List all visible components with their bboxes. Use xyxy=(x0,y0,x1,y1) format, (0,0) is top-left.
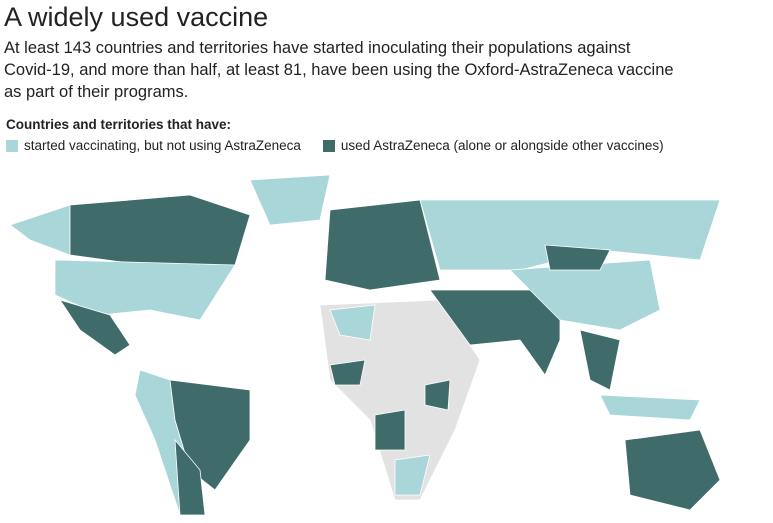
description-line: Covid-19, and more than half, at least 8… xyxy=(4,61,674,79)
legend-item: started vaccinating, but not using Astra… xyxy=(6,138,301,153)
southern-africa xyxy=(394,454,431,496)
legend-title: Countries and territories that have: xyxy=(6,117,232,132)
legend-swatch xyxy=(6,139,18,152)
mongolia xyxy=(544,244,611,271)
legend-label: started vaccinating, but not using Astra… xyxy=(24,138,301,153)
legend-swatch xyxy=(322,139,335,152)
canada xyxy=(69,194,251,271)
description-line: At least 143 countries and territories h… xyxy=(4,39,631,57)
mexico xyxy=(59,299,131,356)
southeast-asia xyxy=(579,329,621,391)
europe xyxy=(324,199,441,291)
legend-label: used AstraZeneca (alone or alongside oth… xyxy=(340,138,664,153)
description-line: as part of their programs. xyxy=(4,83,189,101)
description: At least 143 countries and territories h… xyxy=(4,37,674,103)
alaska xyxy=(9,204,71,256)
north-africa xyxy=(329,304,376,341)
central-africa xyxy=(374,409,406,451)
legend: started vaccinating, but not using Astra… xyxy=(6,138,664,153)
indonesia xyxy=(599,394,701,421)
argentina xyxy=(174,438,206,516)
australia xyxy=(624,429,721,511)
usa xyxy=(54,259,236,321)
china xyxy=(509,259,661,331)
west-africa xyxy=(329,359,366,386)
world-map xyxy=(9,174,721,516)
title: A widely used vaccine xyxy=(4,2,269,32)
east-africa xyxy=(424,379,451,411)
greenland xyxy=(249,174,331,226)
legend-item: used AstraZeneca (alone or alongside oth… xyxy=(322,138,664,153)
